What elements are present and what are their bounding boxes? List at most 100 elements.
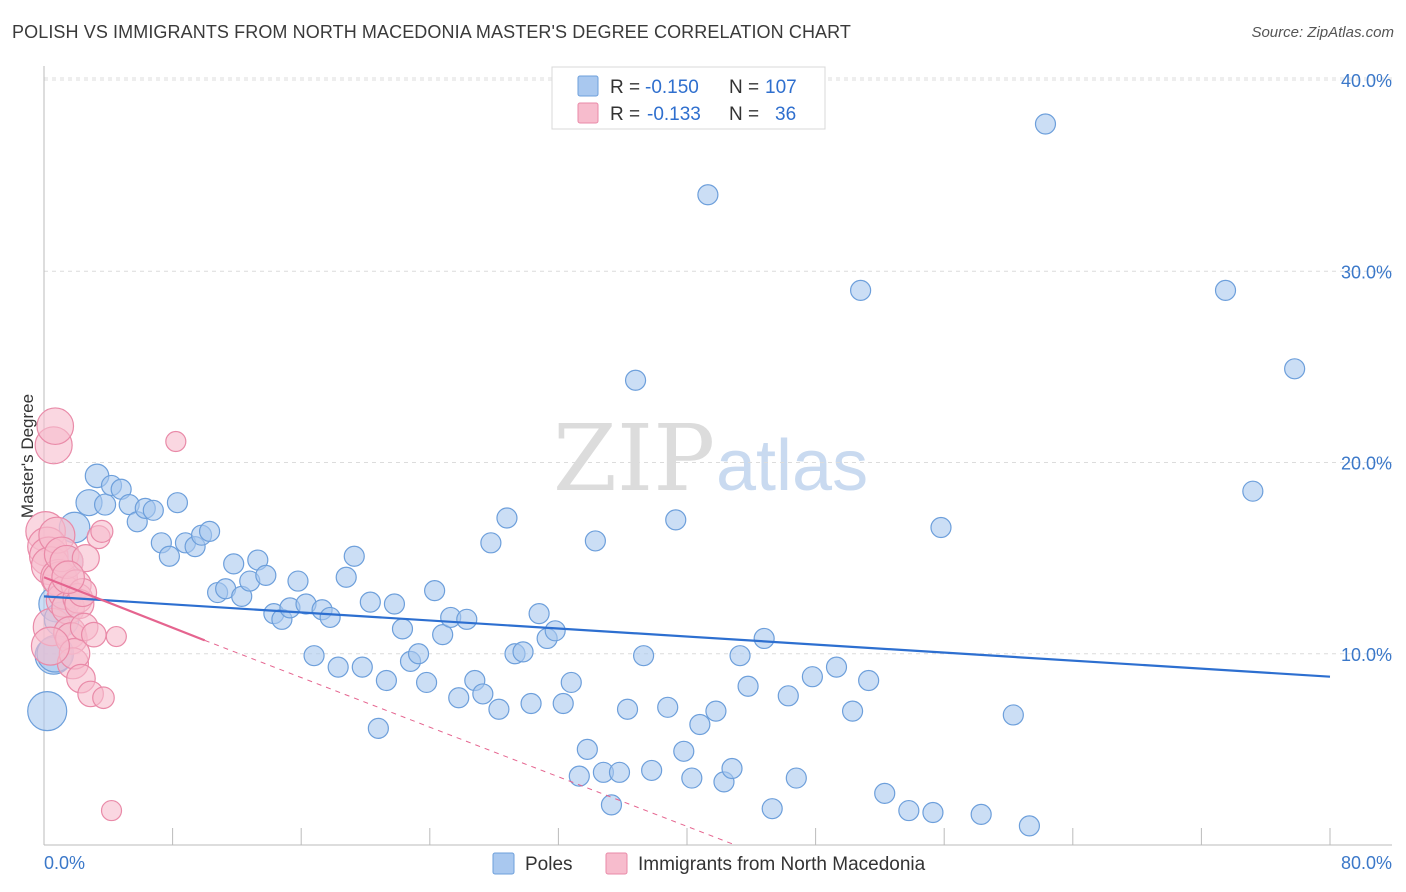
- data-point: [641, 759, 663, 782]
- data-point: [608, 761, 631, 783]
- y-tick-label: 20.0%: [1341, 454, 1392, 474]
- data-point: [761, 798, 783, 820]
- y-tick-label: 10.0%: [1341, 645, 1392, 665]
- legend-r-value-macedonia: -0.133: [647, 104, 701, 125]
- watermark-atlas: atlas: [716, 426, 868, 506]
- data-point: [689, 713, 711, 736]
- data-point: [407, 643, 430, 665]
- data-point: [681, 767, 703, 789]
- data-point: [600, 794, 623, 816]
- data-point: [801, 666, 823, 688]
- data-point: [93, 493, 117, 516]
- data-point: [223, 553, 245, 575]
- data-point: [351, 656, 373, 678]
- data-point: [1284, 358, 1306, 380]
- grid: [44, 77, 1392, 655]
- legend-bottom-label-macedonia: Immigrants from North Macedonia: [638, 854, 926, 875]
- x-tick-labels: 0.0% 80.0%: [44, 853, 1392, 873]
- data-point: [415, 671, 438, 694]
- data-point: [673, 740, 695, 762]
- data-point: [729, 645, 751, 667]
- data-point: [1018, 815, 1040, 837]
- data-point: [375, 669, 397, 692]
- legend-bottom-label-poles: Poles: [525, 854, 573, 875]
- data-point: [560, 671, 582, 694]
- data-point: [80, 621, 107, 648]
- data-point: [92, 686, 115, 710]
- data-point: [303, 645, 325, 667]
- data-point: [665, 509, 687, 531]
- y-tick-label: 30.0%: [1341, 262, 1392, 282]
- legend-swatch-poles: [577, 75, 599, 97]
- data-point: [841, 700, 864, 722]
- data-point: [520, 692, 542, 715]
- data-point: [432, 624, 454, 646]
- data-point: [105, 625, 127, 648]
- y-tick-labels: 10.0% 20.0% 30.0% 40.0%: [1341, 71, 1392, 665]
- legend-n-value-macedonia: 36: [775, 104, 796, 125]
- data-point: [576, 738, 598, 760]
- data-point: [825, 656, 848, 678]
- data-point: [359, 591, 381, 613]
- x-tick-label-max: 80.0%: [1341, 853, 1392, 873]
- legend-n-label-poles: N =: [729, 77, 759, 98]
- data-point: [488, 698, 510, 720]
- data-point: [383, 593, 406, 615]
- data-point: [552, 692, 574, 715]
- legend-r-label-poles: R =: [610, 77, 640, 98]
- y-axis-label: Master's Degree: [18, 394, 37, 518]
- data-point: [165, 430, 187, 453]
- series-macedonia: [25, 407, 187, 822]
- data-point: [198, 520, 221, 542]
- legend-bottom: Poles Immigrants from North Macedonia: [492, 852, 926, 875]
- data-point: [327, 656, 349, 678]
- data-point: [568, 765, 590, 787]
- data-point: [970, 803, 992, 826]
- legend-bottom-swatch-macedonia: [605, 852, 628, 875]
- chart-title: POLISH VS IMMIGRANTS FROM NORTH MACEDONI…: [12, 22, 852, 42]
- data-point: [922, 801, 944, 824]
- data-point: [705, 700, 727, 722]
- data-point: [528, 602, 550, 625]
- data-point: [27, 691, 68, 732]
- legend-swatch-macedonia: [577, 102, 599, 124]
- data-point: [456, 608, 478, 630]
- data-point: [335, 566, 357, 588]
- data-point: [753, 627, 775, 650]
- x-tick-label-min: 0.0%: [44, 853, 85, 873]
- data-point: [737, 675, 759, 697]
- data-point: [544, 620, 566, 642]
- data-point: [142, 499, 164, 521]
- data-point: [391, 618, 414, 640]
- data-point: [90, 519, 114, 543]
- data-point: [472, 683, 494, 705]
- data-point: [100, 799, 123, 822]
- data-point: [158, 545, 180, 567]
- data-point: [874, 782, 896, 804]
- data-point: [930, 516, 952, 539]
- data-point: [657, 696, 679, 718]
- trend-line-macedonia-extension: [204, 639, 736, 846]
- data-point: [512, 641, 534, 663]
- data-point: [51, 560, 85, 595]
- data-point: [898, 799, 920, 822]
- data-point: [480, 532, 502, 554]
- legend-bottom-swatch-poles: [492, 852, 515, 875]
- data-point: [721, 757, 743, 780]
- data-point: [30, 626, 71, 666]
- legend-r-value-poles: -0.150: [645, 77, 699, 98]
- data-point: [584, 530, 606, 552]
- data-point: [777, 685, 799, 707]
- data-point: [496, 507, 518, 529]
- data-point: [424, 580, 446, 602]
- data-point: [697, 184, 719, 206]
- legend-n-label-macedonia: N =: [729, 104, 759, 125]
- source-label: Source: ZipAtlas.com: [1251, 24, 1394, 41]
- data-point: [448, 687, 470, 709]
- trend-lines: [43, 576, 1331, 846]
- trend-line-macedonia: [43, 576, 206, 642]
- data-point: [850, 279, 872, 301]
- legend-top: R = -0.150 N = 107 R = -0.133 N = 36: [551, 66, 826, 130]
- trend-line-poles: [43, 595, 1331, 678]
- data-point: [1034, 113, 1057, 135]
